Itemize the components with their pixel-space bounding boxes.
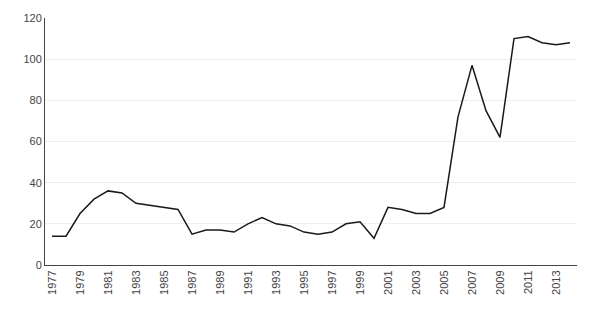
svg-text:2001: 2001	[382, 270, 394, 294]
svg-text:1997: 1997	[326, 270, 338, 294]
svg-text:80: 80	[30, 94, 42, 106]
svg-text:100: 100	[23, 53, 41, 65]
svg-text:1977: 1977	[46, 270, 58, 294]
svg-text:1979: 1979	[74, 270, 86, 294]
svg-text:2011: 2011	[522, 270, 534, 294]
svg-text:2007: 2007	[466, 270, 478, 294]
svg-text:60: 60	[30, 135, 42, 147]
svg-text:40: 40	[30, 177, 42, 189]
svg-text:1981: 1981	[102, 270, 114, 294]
svg-text:1989: 1989	[214, 270, 226, 294]
svg-text:1993: 1993	[270, 270, 282, 294]
svg-text:2005: 2005	[438, 270, 450, 294]
svg-text:0: 0	[36, 259, 42, 271]
svg-text:1991: 1991	[242, 270, 254, 294]
svg-text:1995: 1995	[298, 270, 310, 294]
svg-text:1985: 1985	[158, 270, 170, 294]
svg-text:120: 120	[23, 12, 41, 24]
svg-text:2009: 2009	[494, 270, 506, 294]
svg-text:1999: 1999	[354, 270, 366, 294]
svg-text:2013: 2013	[550, 270, 562, 294]
svg-text:1987: 1987	[186, 270, 198, 294]
svg-text:1983: 1983	[130, 270, 142, 294]
svg-text:2003: 2003	[410, 270, 422, 294]
svg-text:20: 20	[30, 218, 42, 230]
